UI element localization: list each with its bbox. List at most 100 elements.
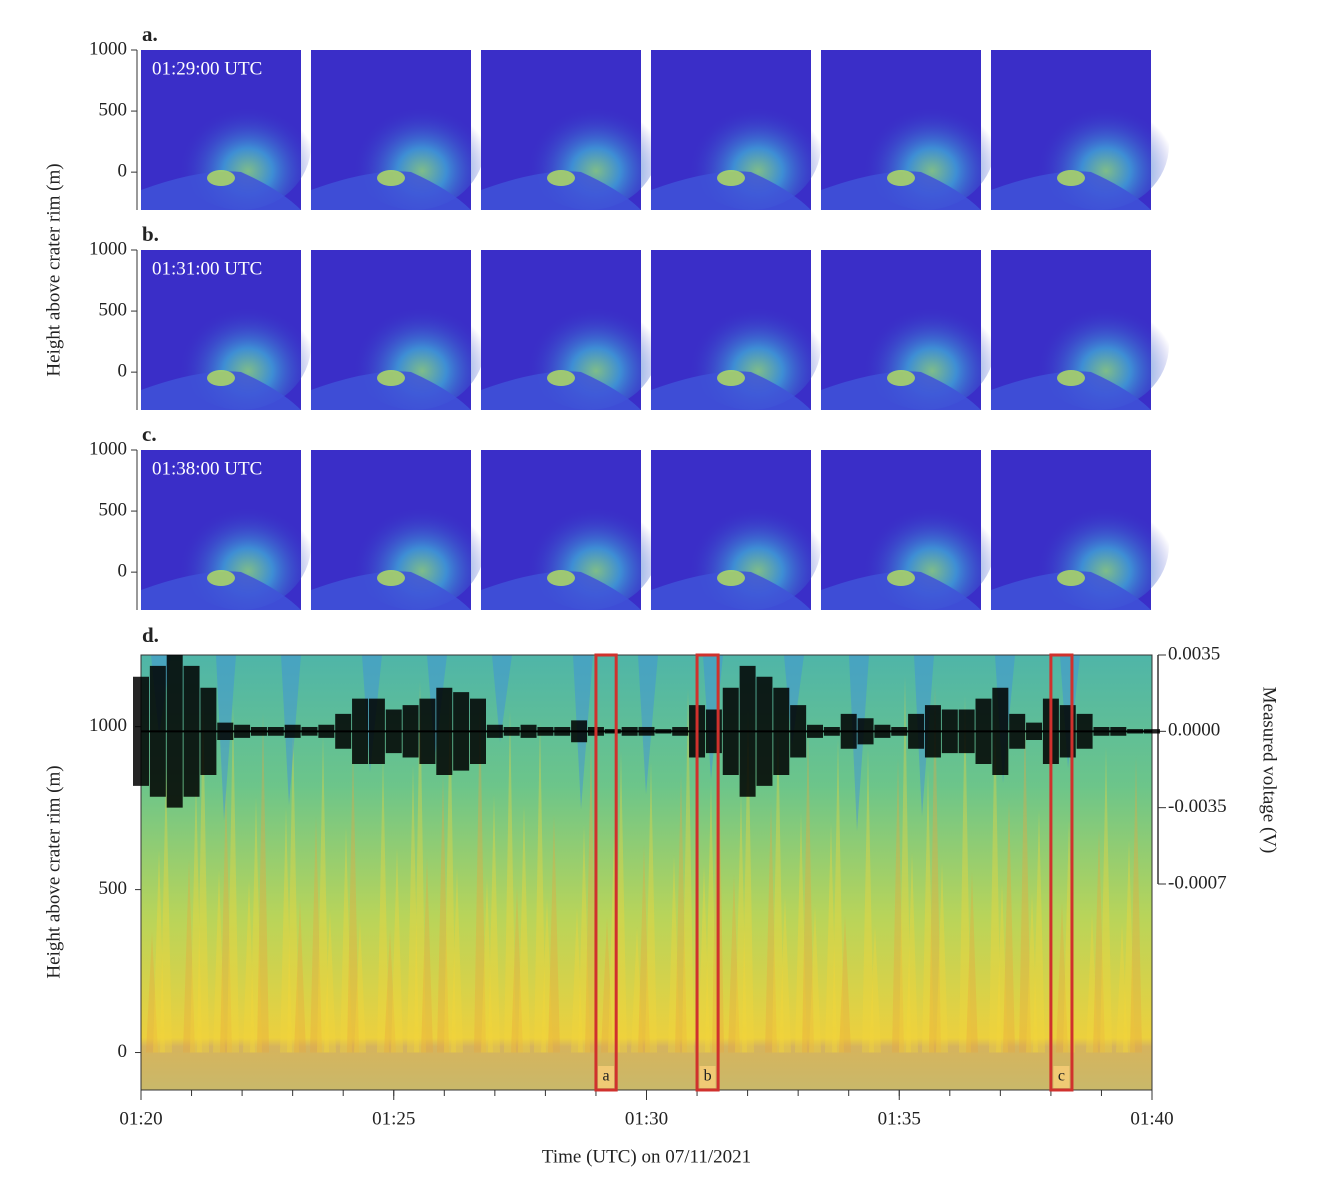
y-tick-label: 1000 [89,38,127,59]
time-window [594,653,618,1092]
vent [1057,170,1085,186]
panel-label: d. [142,623,159,647]
cold-streak [492,655,512,742]
crater [991,171,1151,210]
plume-streak [765,801,777,1053]
plume-streak [1116,922,1128,1053]
crater [821,571,981,610]
plume-streak [839,915,851,1053]
plume-streak [682,688,694,1053]
window-label: c [1058,1068,1065,1085]
plume-streak [906,852,918,1053]
x-tick-label: 01:35 [878,1108,921,1129]
plume-streak [257,713,269,1053]
plume-streak [929,685,941,1053]
plume-streak [578,824,590,1053]
crater [821,171,981,210]
plume-streak [347,743,359,1053]
crater [481,171,641,210]
plume-streak [153,849,165,1053]
x-tick-label: 01:25 [372,1108,415,1129]
crater [141,371,301,410]
plume-streak [1093,829,1105,1053]
time-label: 01:38:00 UTC [152,458,262,479]
vent [1057,370,1085,386]
plume-streak [220,786,232,1053]
plume-streak [631,927,643,1053]
plume-streak [146,932,158,1053]
vent [887,170,915,186]
plume-streak [1123,839,1135,1053]
y2-tick-label: -0.0007 [1168,872,1227,893]
time-window [695,653,720,1092]
plume-streak [1026,892,1038,1053]
plume-streak [518,804,530,1053]
x-tick-label: 01:30 [625,1108,668,1129]
vent [547,170,575,186]
window-label: b [704,1068,712,1085]
plume-streak [384,930,396,1053]
plume-streak [892,758,904,1053]
y-tick-label: 0 [118,1041,128,1062]
plume-streak [645,761,657,1053]
plume-streak [414,680,426,1053]
window-label-bg [598,1066,615,1088]
plume-streak [728,874,740,1053]
plume-streak [213,869,225,1053]
plume-streak [705,781,717,1053]
plume-streak [437,773,449,1053]
plume-streak [966,872,978,1053]
plume-streak [421,857,433,1053]
vent [887,370,915,386]
plume-streak [504,710,516,1053]
plume-streak [280,806,292,1053]
y2-axis-label: Measured voltage (V) [1259,687,1280,854]
x-axis-label: Time (UTC) on 07/11/2021 [542,1146,751,1167]
time-label: 01:31:00 UTC [152,258,262,279]
plume-streak [310,816,322,1053]
vent [377,370,405,386]
plume-streak [190,776,202,1053]
plume-streak [936,862,948,1053]
y2-tick-label: 0.0035 [1168,643,1220,664]
plume-streak [1100,746,1112,1053]
crater [991,571,1151,610]
plume-streak [996,882,1008,1053]
plume-streak [959,695,971,1053]
plume-streak [391,847,403,1053]
crater [481,371,641,410]
x-tick-label: 01:40 [1130,1108,1173,1129]
plume-streak [862,748,874,1053]
plume-streak [571,907,583,1053]
plume-streak [548,814,560,1053]
plume-streak [354,920,366,1053]
plume-streak [742,708,754,1053]
plume-streak [869,925,881,1053]
plume-streak [825,821,837,1053]
plume-streak [1130,756,1142,1053]
y-axis-label: Height above crater rim (m) [43,765,64,978]
plume-streak [474,700,486,1053]
vent [547,370,575,386]
window-label: a [603,1068,610,1085]
trace-panel: d. 0 500 1000 01:20 01:25 01:30 01:35 01:40 Time … [43,623,1279,1168]
plume-streak [802,728,814,1053]
y-tick-label: 1000 [89,238,127,259]
plume-streak [1033,809,1045,1053]
crater [821,371,981,410]
x-tick-label: 01:20 [119,1108,162,1129]
plume-streak [324,910,336,1053]
vent [717,570,745,586]
plume-streak [444,690,456,1053]
plume-streak [1019,715,1031,1053]
vent [377,170,405,186]
plume-streak [160,766,172,1053]
plume-streak [832,738,844,1053]
y-tick-label: 500 [99,299,128,320]
crater [141,171,301,210]
plume-streak [1003,799,1015,1053]
cold-streak [638,655,658,794]
window-label-bg [1053,1066,1070,1088]
y-axis-label: Height above crater rim (m) [43,163,64,376]
plume-streak [407,763,419,1053]
